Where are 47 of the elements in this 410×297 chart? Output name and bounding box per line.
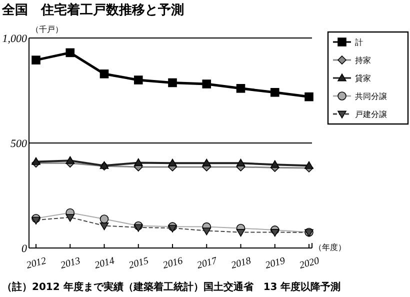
x-tick-label: 2020 xyxy=(298,256,320,272)
y-tick-label: 0 xyxy=(22,243,28,255)
point xyxy=(202,228,212,236)
point xyxy=(168,158,177,166)
x-tick-label: 2017 xyxy=(196,255,220,272)
x-axis-title: （年度） xyxy=(314,243,346,252)
point xyxy=(32,157,40,165)
point xyxy=(270,160,280,168)
x-tick-label: 2012 xyxy=(25,256,48,272)
point xyxy=(32,56,40,64)
x-tick-label: 2018 xyxy=(230,256,252,272)
point xyxy=(202,80,212,88)
point xyxy=(134,76,143,84)
legend-label: 持家 xyxy=(355,56,371,65)
point xyxy=(270,229,280,237)
point xyxy=(134,158,143,166)
point xyxy=(66,156,75,164)
legend-label: 貸家 xyxy=(355,74,371,83)
point xyxy=(236,84,246,93)
point xyxy=(168,78,177,88)
x-tick-label: 2016 xyxy=(162,256,184,272)
point xyxy=(134,224,143,232)
point xyxy=(168,224,177,232)
point xyxy=(100,70,109,78)
y-tick-label: 500 xyxy=(10,138,28,150)
y-axis-title: （千戸） xyxy=(31,25,63,34)
y-tick-label: 1,000 xyxy=(2,33,28,45)
point xyxy=(66,214,75,222)
point xyxy=(100,222,109,230)
x-tick-label: 2015 xyxy=(128,256,150,272)
point xyxy=(270,88,280,97)
text: （註）2012 年度まで実績（建築着工統計）国土交通省 13 年度以降予測 xyxy=(2,281,341,293)
point xyxy=(236,158,246,166)
x-tick-label: 2019 xyxy=(264,256,286,272)
x-tick-label: 2014 xyxy=(94,256,116,272)
point xyxy=(304,161,314,169)
point xyxy=(32,216,40,224)
legend-label: 共同分譲 xyxy=(355,92,387,101)
point xyxy=(236,229,246,237)
legend-label: 戸建分譲 xyxy=(355,110,387,119)
point xyxy=(100,214,109,224)
point xyxy=(304,92,314,102)
point xyxy=(202,158,212,166)
legend-label: 計 xyxy=(355,38,363,47)
x-tick-label: 2013 xyxy=(59,256,82,272)
chart-title: 全国 住宅着工戸数推移と予測 xyxy=(1,2,184,18)
point xyxy=(66,48,75,58)
